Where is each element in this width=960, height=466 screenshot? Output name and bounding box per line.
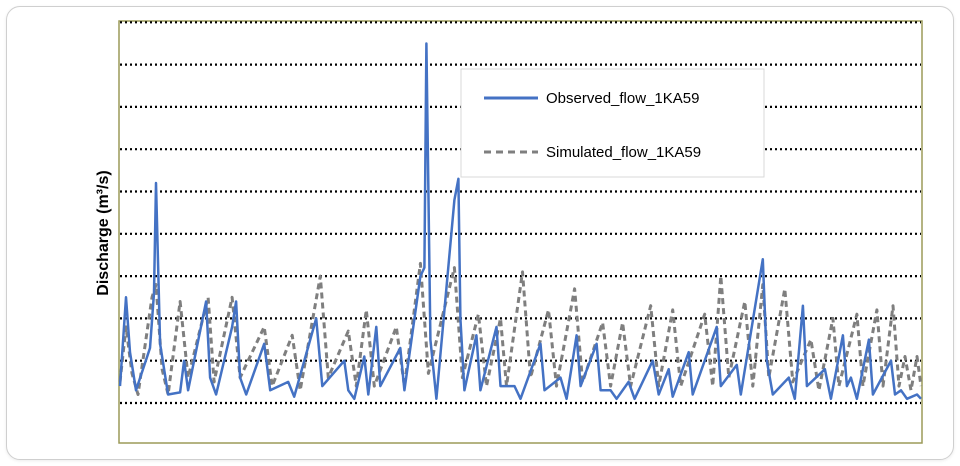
legend-box	[460, 68, 765, 178]
observed-flow-line	[118, 42, 922, 401]
legend-observed-label: Observed_flow_1KA59	[546, 90, 699, 107]
legend-simulated-label: Simulated_flow_1KA59	[546, 144, 701, 161]
y-axis-label: Discharge (m³/s)	[95, 170, 112, 295]
legend: Observed_flow_1KA59 Simulated_flow_1KA59	[460, 68, 765, 178]
observed-series-layer	[118, 42, 922, 401]
